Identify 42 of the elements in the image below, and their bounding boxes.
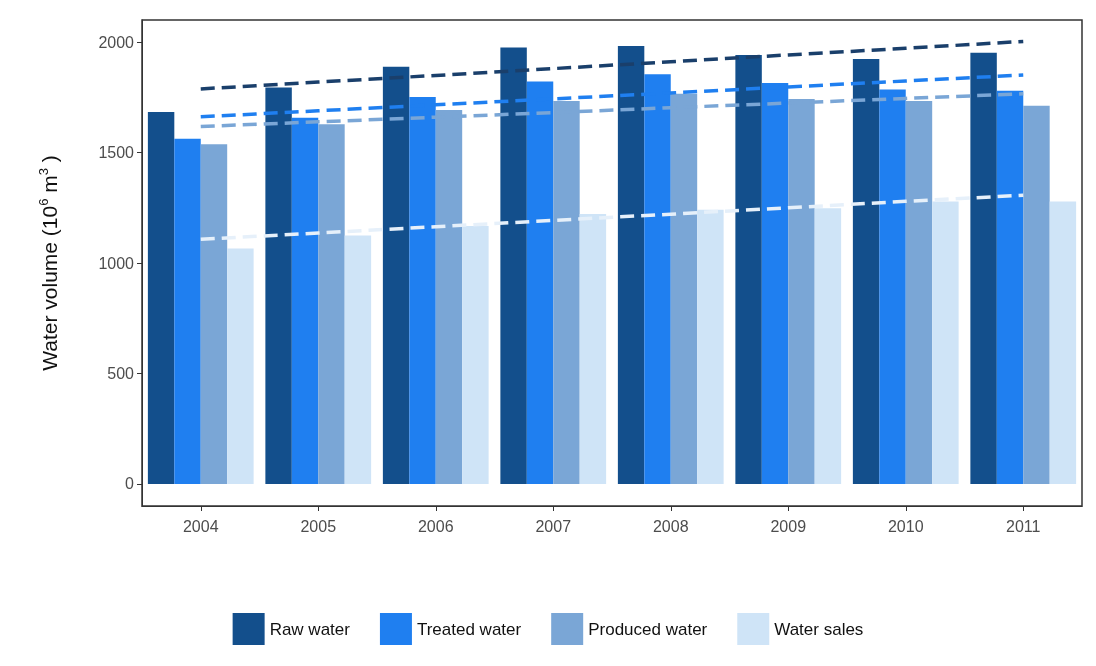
bar	[735, 55, 762, 484]
bar	[147, 112, 175, 484]
y-tick-label: 1000	[98, 254, 135, 272]
y-tick-label: 1500	[98, 144, 135, 162]
line-series	[199, 193, 1025, 242]
bar	[617, 46, 645, 484]
bar	[814, 208, 842, 484]
x-tick-label: 2006	[417, 517, 454, 535]
bar	[579, 213, 607, 484]
bar	[852, 59, 880, 484]
x-tick-label: 2011	[1006, 517, 1041, 535]
y-axis-title: Water volume (106 m3 )	[36, 155, 61, 371]
x-tick-label: 2008	[652, 517, 689, 535]
bar	[697, 209, 724, 484]
bar	[265, 87, 292, 484]
bar	[291, 117, 319, 484]
line-series	[199, 39, 1025, 91]
x-tick-label: 2009	[770, 517, 807, 535]
bar	[462, 225, 489, 484]
x-tick-label: 2005	[300, 517, 337, 535]
x-tick-label: 2010	[887, 517, 924, 535]
legend-label: Produced water	[588, 619, 708, 639]
legend-label: Raw water	[269, 619, 351, 639]
y-tick-label: 500	[107, 364, 135, 382]
x-tick-label: 2007	[535, 517, 572, 535]
x-tick-label: 2004	[182, 517, 219, 535]
bar	[970, 52, 997, 484]
bar	[227, 248, 254, 484]
y-tick-label: 2000	[98, 33, 135, 51]
legend-label: Water sales	[774, 619, 864, 639]
bar	[1023, 105, 1050, 484]
bar	[174, 138, 201, 484]
bar	[996, 90, 1024, 484]
legend-label: Treated water	[416, 619, 522, 639]
bar	[879, 89, 906, 484]
bar	[1049, 201, 1077, 484]
bar	[344, 235, 372, 484]
bar	[200, 144, 228, 484]
y-tick-label: 0	[125, 475, 135, 493]
bar	[932, 201, 959, 484]
bar	[500, 47, 527, 484]
bar	[382, 66, 410, 484]
